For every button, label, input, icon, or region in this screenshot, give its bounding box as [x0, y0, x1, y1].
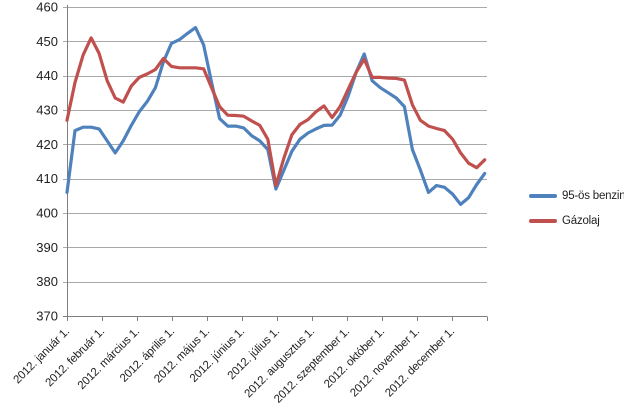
- x-axis-label: 2012. december 1.: [383, 326, 457, 400]
- y-axis-labels: 370 380 390 400 410 420 430 440 450 460: [36, 0, 58, 324]
- benzin-line-swatch: [529, 194, 557, 198]
- legend-item-gazolaj[interactable]: Gázolaj: [529, 213, 624, 229]
- y-axis-label: 430: [36, 103, 58, 118]
- series-lines: [65, 26, 487, 206]
- legend: 95-ös benzin Gázolaj: [529, 188, 624, 238]
- y-axis-label: 420: [36, 137, 58, 152]
- x-axis-label: 2012. október 1.: [322, 326, 387, 391]
- legend-label-gazolaj: Gázolaj: [562, 215, 600, 227]
- legend-item-benzin[interactable]: 95-ös benzin: [529, 188, 624, 204]
- y-axis-label: 410: [36, 171, 58, 186]
- y-axis-label: 440: [36, 68, 58, 83]
- y-axis-label: 400: [36, 206, 58, 221]
- y-axis-label: 450: [36, 34, 58, 49]
- legend-label-benzin: 95-ös benzin: [562, 190, 624, 202]
- y-axis-label: 460: [36, 0, 58, 15]
- y-axis-label: 370: [36, 309, 58, 324]
- gridlines: [63, 7, 487, 317]
- y-axis-label: 390: [36, 240, 58, 255]
- y-axis-label: 380: [36, 274, 58, 289]
- gazolaj-line-swatch: [529, 219, 557, 223]
- x-axis-labels: 2012. január 1.2012. február 1.2012. már…: [11, 326, 457, 406]
- series-line-gazolaj[interactable]: [65, 36, 487, 188]
- axes: [67, 5, 488, 321]
- series-line-benzin[interactable]: [65, 26, 487, 206]
- x-axis-label: 2012. március 1.: [76, 326, 142, 392]
